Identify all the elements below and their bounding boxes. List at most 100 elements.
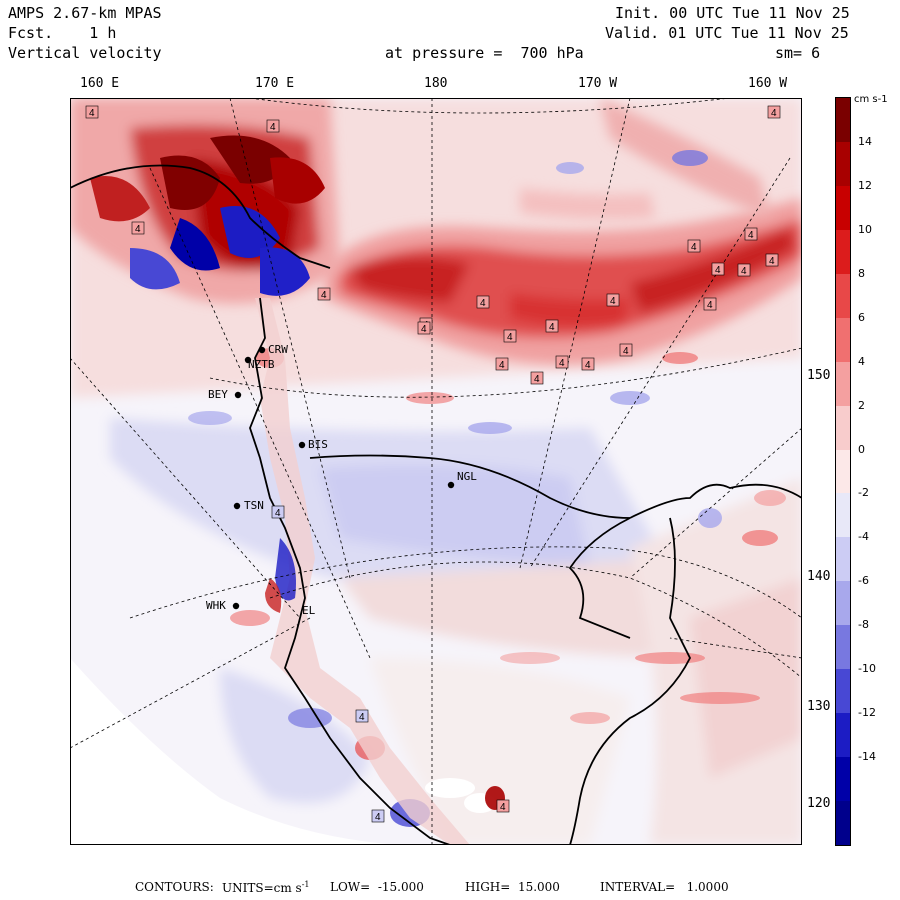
colorbar-swatch: [836, 185, 850, 231]
contour-label: 4: [744, 227, 758, 241]
svg-text:4: 4: [691, 242, 697, 253]
svg-text:4: 4: [321, 290, 327, 301]
svg-text:4: 4: [549, 322, 555, 333]
svg-text:4: 4: [585, 360, 591, 371]
contour-label: 4: [271, 505, 285, 519]
contour-label: 4: [545, 319, 559, 333]
contour-label: 4: [85, 105, 99, 119]
svg-text:4: 4: [623, 346, 629, 357]
svg-text:BIS: BIS: [308, 438, 328, 451]
station-bey: BEY: [208, 388, 242, 401]
colorbar-label: -14: [858, 750, 876, 764]
field-name: Vertical velocity: [8, 44, 162, 62]
colorbar-swatch: [836, 493, 850, 538]
model-title: AMPS 2.67-km MPAS: [8, 4, 162, 22]
svg-text:4: 4: [741, 266, 747, 277]
svg-text:4: 4: [771, 108, 777, 119]
contour-label: 4: [476, 295, 490, 309]
colorbar-swatch: [836, 713, 850, 758]
lon-label-170e: 170 E: [255, 76, 295, 91]
contour-label: 4: [619, 343, 633, 357]
colorbar-label: -12: [858, 706, 876, 720]
contour-label: 4: [765, 253, 779, 267]
coast-convection: [255, 298, 470, 845]
footer-interval: INTERVAL= 1.0000: [600, 880, 729, 894]
contour-labels: 4 4 4 4 4 4 4 4 4 4 4 4 4 4 4 4 4 4 4 4 …: [85, 105, 781, 823]
contour-label: 4: [606, 293, 620, 307]
svg-text:4: 4: [748, 230, 754, 241]
svg-text:4: 4: [507, 332, 513, 343]
colorbar-swatch: [836, 581, 850, 626]
colorbar-swatch: [836, 449, 850, 494]
contour-label: 4: [496, 799, 510, 813]
graticule: [70, 98, 802, 845]
svg-text:4: 4: [275, 508, 281, 519]
lon-label-160e: 160 E: [80, 76, 120, 91]
footer-contours: CONTOURS:: [135, 880, 214, 894]
svg-text:4: 4: [270, 122, 276, 133]
vertical-velocity-map: 4 4 4 4 4 4 4 4 4 4 4 4 4 4 4 4 4 4 4 4 …: [70, 98, 802, 845]
footer-units: UNITS=cm s-1: [222, 880, 310, 895]
svg-text:4: 4: [421, 324, 427, 335]
colorbar: [835, 97, 851, 846]
forecast-hour: Fcst. 1 h: [8, 24, 117, 42]
colorbar-label: 0: [858, 442, 865, 456]
colorbar-swatch: [836, 273, 850, 319]
colorbar-label: -6: [858, 574, 869, 588]
colorbar-label: -8: [858, 618, 869, 632]
station-el: EL: [302, 604, 316, 617]
colorbar-swatch: [836, 405, 850, 451]
station-crw: CRW: [258, 343, 288, 356]
contour-label: 4: [767, 105, 781, 119]
contour-label: 4: [417, 321, 431, 335]
svg-text:4: 4: [480, 298, 486, 309]
colorbar-swatch: [836, 317, 850, 363]
svg-text:4: 4: [559, 358, 565, 369]
station-bis: BIS: [298, 438, 328, 451]
contour-label: 4: [355, 709, 369, 723]
colorbar-label: 8: [858, 266, 865, 280]
coastline: [70, 164, 802, 845]
svg-text:BEY: BEY: [208, 388, 228, 401]
svg-text:4: 4: [89, 108, 95, 119]
station-tsn: TSN: [233, 499, 264, 512]
colorbar-swatch: [836, 98, 850, 143]
pressure-level: at pressure = 700 hPa: [385, 44, 584, 62]
colorbar-units: cm s-1: [854, 94, 888, 105]
colorbar-label: 2: [858, 398, 865, 412]
contour-label: 4: [737, 263, 751, 277]
contour-label: 4: [581, 357, 595, 371]
lon-label-160w: 160 W: [748, 76, 788, 91]
svg-text:EL: EL: [302, 604, 316, 617]
contour-label: 4: [503, 329, 517, 343]
colorbar-swatch: [836, 537, 850, 582]
svg-text:4: 4: [500, 802, 506, 813]
contour-label: 4: [317, 287, 331, 301]
colorbar-swatch: [836, 757, 850, 802]
contour-label: 4: [266, 119, 280, 133]
station-nztb: NZTB: [244, 356, 275, 371]
colorbar-swatch: [836, 669, 850, 714]
contour-label: 4: [703, 297, 717, 311]
svg-text:4: 4: [135, 224, 141, 235]
colorbar-label: -10: [858, 662, 876, 676]
svg-text:CRW: CRW: [268, 343, 288, 356]
contour-label: 4: [371, 809, 385, 823]
station-whk: WHK: [206, 599, 240, 612]
colorbar-label: 10: [858, 222, 872, 236]
svg-text:4: 4: [534, 374, 540, 385]
colorbar-swatch: [836, 361, 850, 407]
contour-label: 4: [687, 239, 701, 253]
svg-text:TSN: TSN: [244, 499, 264, 512]
colorbar-label: 14: [858, 134, 872, 148]
colorbar-label: -4: [858, 530, 869, 544]
map-frame: [70, 98, 802, 845]
stations: CRW NZTB BEY BIS NGL TSN WHK EL: [206, 343, 477, 617]
colorbar-swatch: [836, 625, 850, 670]
footer-high: HIGH= 15.000: [465, 880, 560, 894]
svg-text:4: 4: [375, 812, 381, 823]
colorbar-label: -2: [858, 486, 869, 500]
colorbar-swatch: [836, 229, 850, 275]
contour-label: 4: [530, 371, 544, 385]
colorbar-swatch: [836, 141, 850, 187]
